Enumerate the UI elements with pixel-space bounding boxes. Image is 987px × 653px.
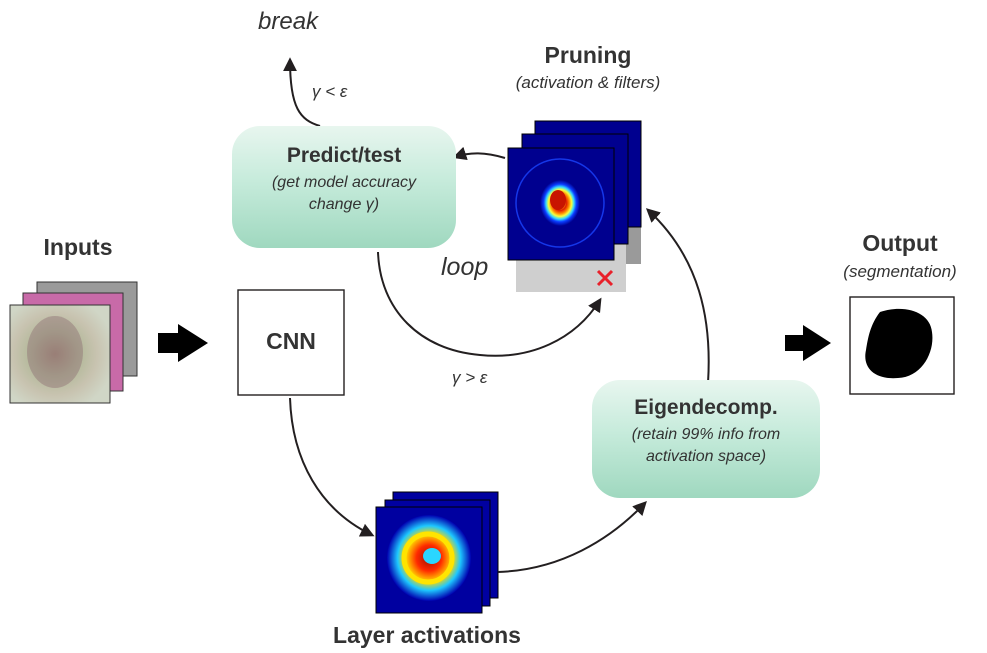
predict-test-line2: change γ): [308, 196, 380, 213]
output-subtitle: (segmentation): [843, 262, 957, 281]
activation-inner-ring: [401, 531, 455, 585]
input-image-front: [9, 304, 111, 404]
layer-activations-stack: [375, 491, 499, 614]
activation-center: [423, 548, 441, 564]
input-image-stack: [9, 281, 138, 404]
prune-x-mark: [596, 269, 614, 287]
pruning-title: Pruning: [544, 42, 632, 68]
cnn-to-activations-arrow: [289, 397, 375, 537]
cnn-box: [237, 289, 345, 396]
pruning-blob-core: [550, 190, 566, 210]
eigendecomp-line1: (retain 99% info from: [631, 426, 781, 443]
inputs-title: Inputs: [43, 234, 113, 260]
cnn-label: CNN: [266, 328, 316, 354]
layer-activations-label: Layer activations: [333, 622, 521, 648]
loop-arrow: [377, 251, 602, 357]
pruning-activation-stack: [507, 120, 642, 292]
pruning-ring: [515, 158, 605, 248]
break-label: break: [258, 8, 319, 35]
predict-test-line1: (get model accuracy: [271, 174, 417, 191]
output-mask: [865, 308, 933, 379]
loop-label: loop: [441, 253, 489, 281]
pruning-subtitle: (activation & filters): [515, 73, 661, 92]
eigendecomp-title: Eigendecomp.: [634, 396, 778, 419]
activations-to-eigen-arrow: [497, 500, 647, 573]
eigendecomp-line2: activation space): [645, 448, 767, 465]
eigendecomp-node: Eigendecomp. (retain 99% info from activ…: [592, 380, 820, 498]
gamma-less-label: γ < ε: [312, 82, 348, 101]
break-arrow: [283, 57, 321, 127]
predict-test-node: Predict/test (get model accuracy change …: [232, 126, 456, 248]
input-image-lesion: [27, 316, 83, 388]
gamma-greater-label: γ > ε: [452, 368, 488, 387]
to-output-arrow: [785, 325, 831, 361]
input-to-cnn-arrow: [158, 324, 208, 362]
predict-test-title: Predict/test: [286, 144, 402, 167]
pruning-to-predict-arrow: [452, 146, 506, 161]
output-title: Output: [862, 230, 938, 256]
eigen-to-pruning-arrow: [645, 208, 710, 384]
